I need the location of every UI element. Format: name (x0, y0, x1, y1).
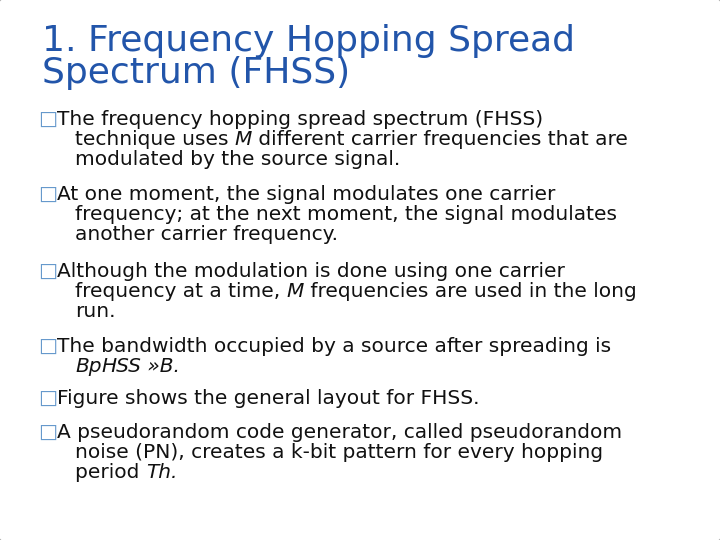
Text: The bandwidth occupied by a source after spreading is: The bandwidth occupied by a source after… (57, 337, 611, 356)
Text: □: □ (38, 110, 57, 129)
Text: noise (PN), creates a k-bit pattern for every hopping: noise (PN), creates a k-bit pattern for … (75, 443, 603, 462)
Text: M: M (235, 130, 252, 149)
Text: Although the modulation is done using one carrier: Although the modulation is done using on… (57, 262, 565, 281)
Text: □: □ (38, 389, 57, 408)
Text: 1. Frequency Hopping Spread: 1. Frequency Hopping Spread (42, 24, 575, 58)
Text: period: period (75, 463, 145, 482)
Text: another carrier frequency.: another carrier frequency. (75, 225, 338, 244)
Text: A pseudorandom code generator, called pseudorandom: A pseudorandom code generator, called ps… (57, 423, 622, 442)
Text: frequency at a time,: frequency at a time, (75, 282, 287, 301)
Text: M: M (287, 282, 304, 301)
Text: □: □ (38, 423, 57, 442)
Text: □: □ (38, 262, 57, 281)
Text: modulated by the source signal.: modulated by the source signal. (75, 150, 400, 169)
Text: Th.: Th. (145, 463, 177, 482)
Text: Bp: Bp (75, 357, 102, 376)
Text: different carrier frequencies that are: different carrier frequencies that are (252, 130, 628, 149)
Text: HSS: HSS (102, 357, 141, 376)
Text: □: □ (38, 185, 57, 204)
Text: □: □ (38, 337, 57, 356)
Text: The frequency hopping spread spectrum (FHSS): The frequency hopping spread spectrum (F… (57, 110, 543, 129)
Text: At one moment, the signal modulates one carrier: At one moment, the signal modulates one … (57, 185, 555, 204)
Text: technique uses: technique uses (75, 130, 235, 149)
Text: »B.: »B. (141, 357, 180, 376)
Text: frequencies are used in the long: frequencies are used in the long (304, 282, 636, 301)
Text: frequency; at the next moment, the signal modulates: frequency; at the next moment, the signa… (75, 205, 617, 224)
Text: run.: run. (75, 302, 115, 321)
Text: Figure shows the general layout for FHSS.: Figure shows the general layout for FHSS… (57, 389, 480, 408)
Text: Spectrum (FHSS): Spectrum (FHSS) (42, 56, 350, 90)
